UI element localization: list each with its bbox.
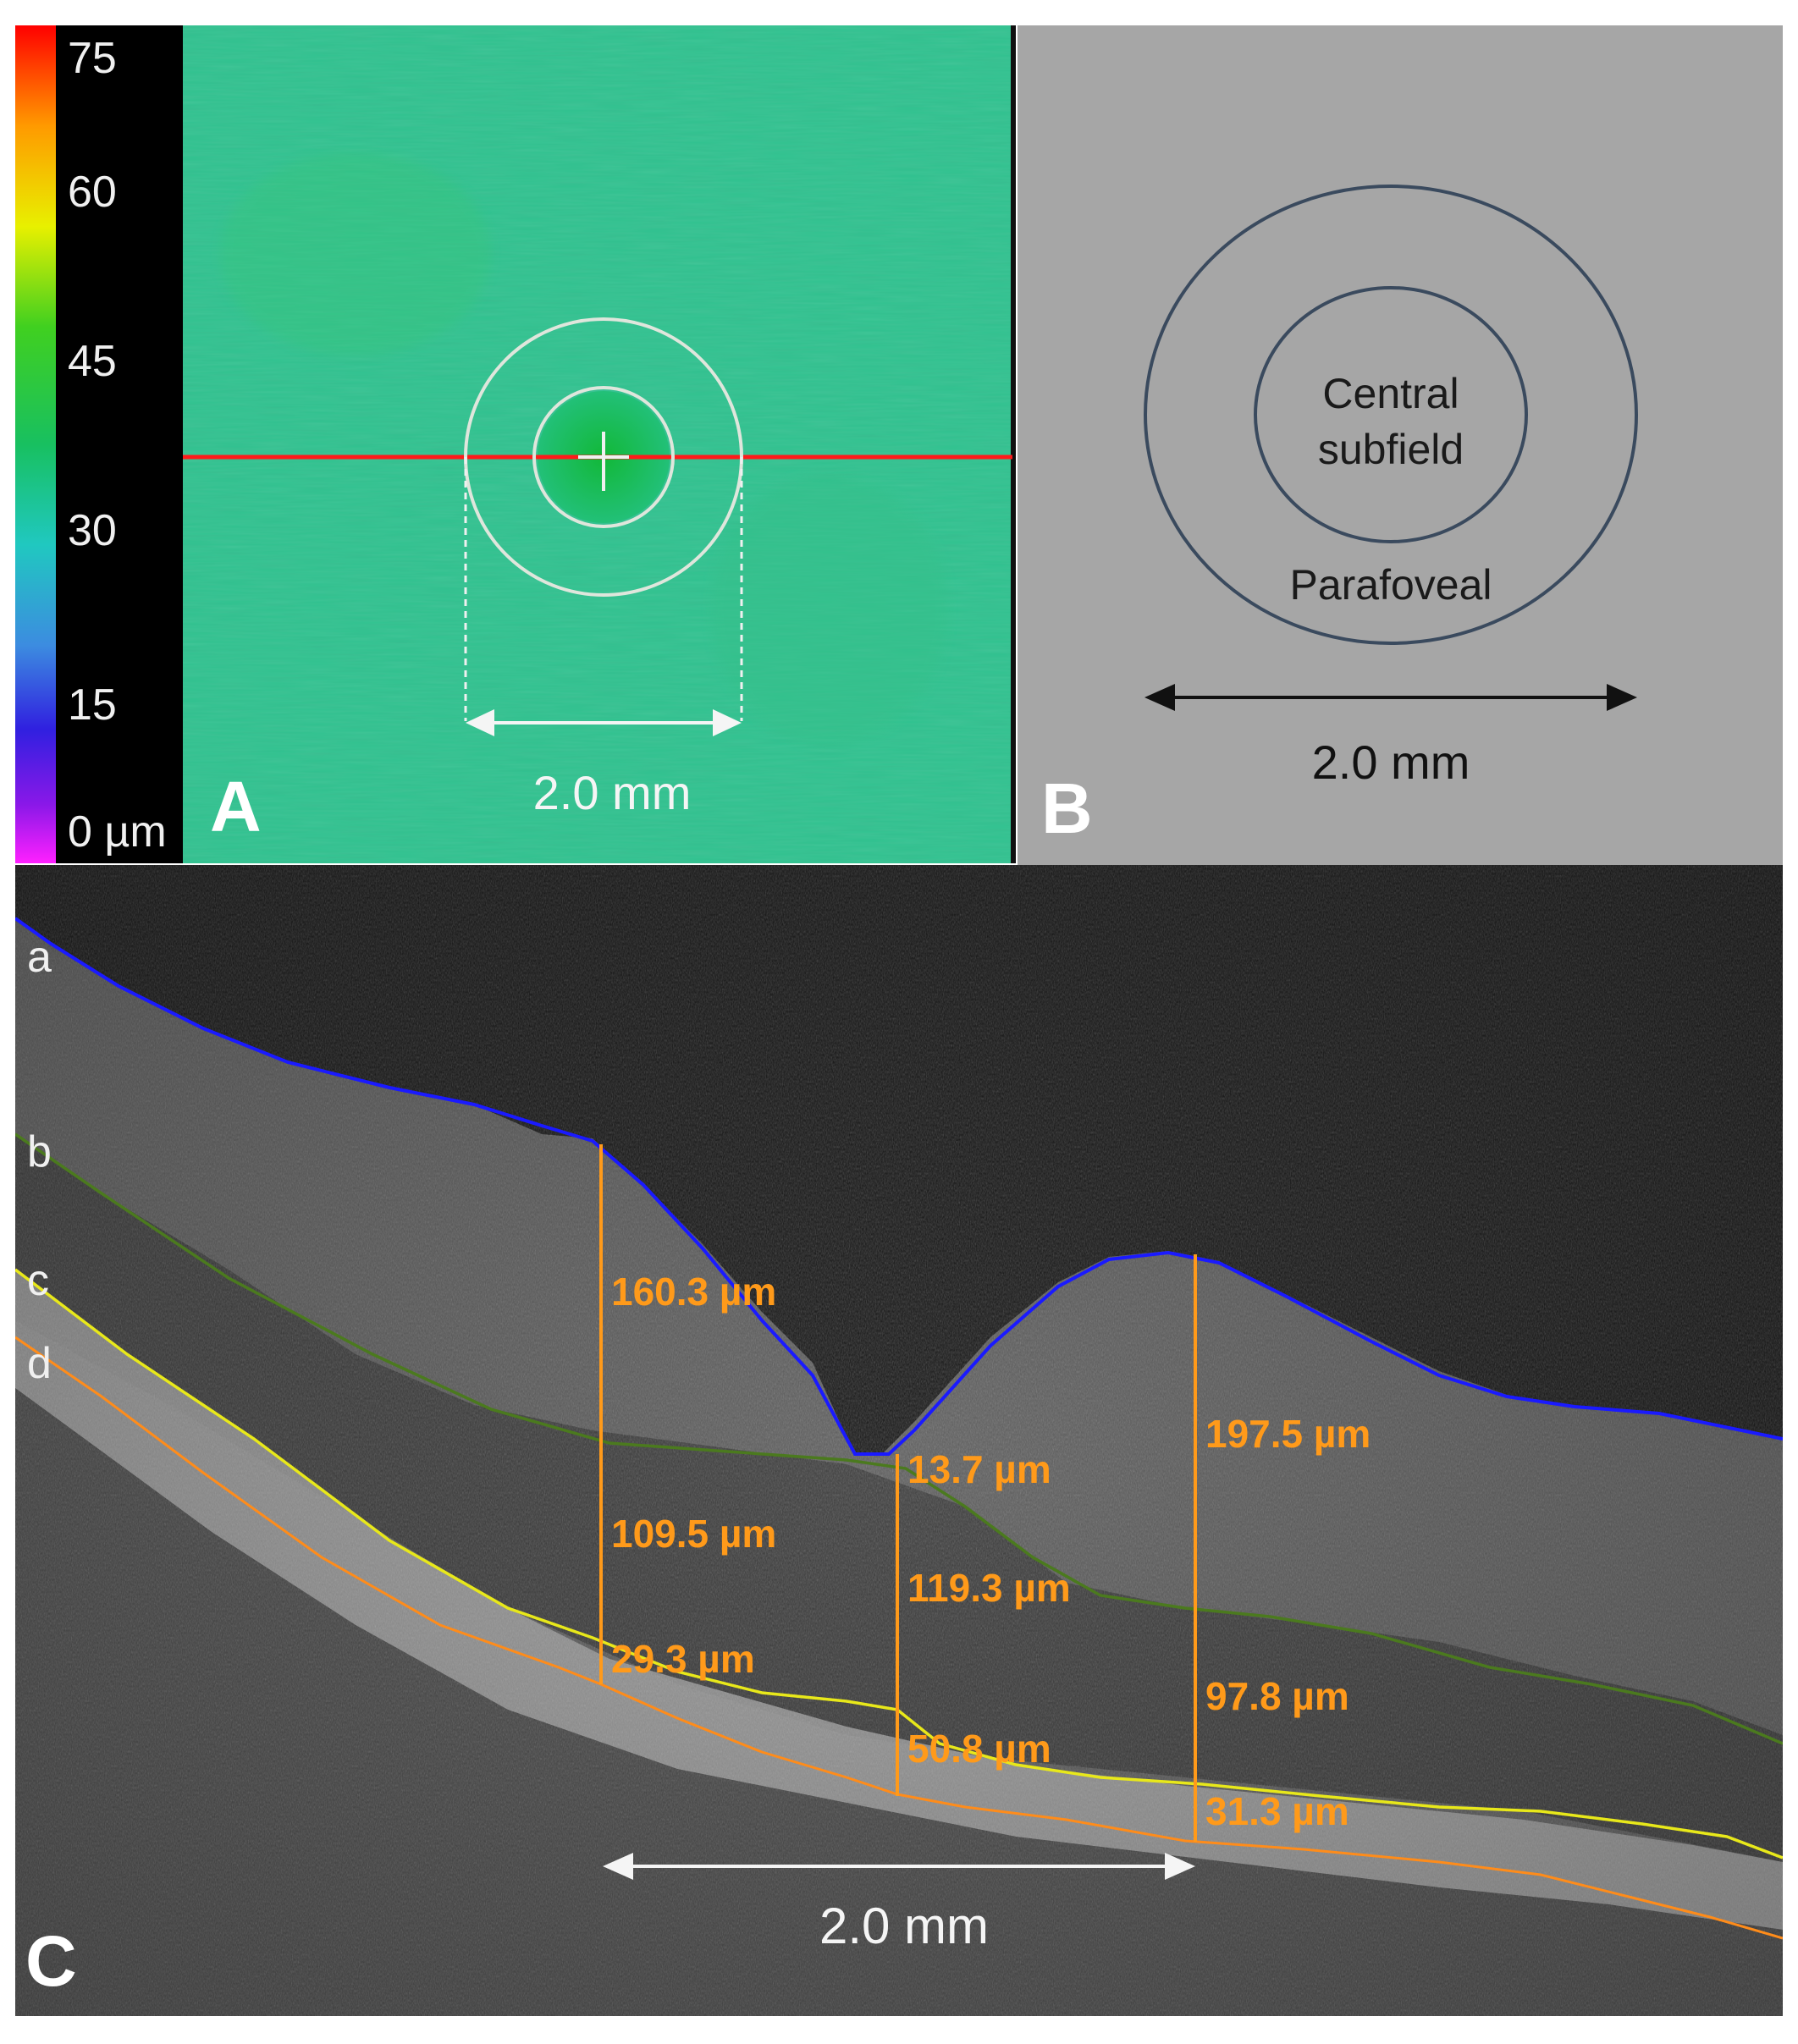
thickness-map-mottle <box>220 152 491 355</box>
arrowhead-right-icon <box>713 709 742 736</box>
parafoveal-ring <box>1144 185 1638 645</box>
colorbar-tick-45: 45 <box>68 337 117 386</box>
measurement-label: 97.8 µm <box>1205 1674 1349 1718</box>
layer-line-a <box>15 917 1783 1456</box>
scale-label-c: 2.0 mm <box>819 1898 989 1954</box>
measurement-label: 50.8 µm <box>907 1727 1051 1771</box>
scale-label-b: 2.0 mm <box>1312 736 1470 789</box>
colorbar-gradient <box>15 25 56 863</box>
layer-line-c <box>15 1268 1783 1859</box>
central-subfield-label: Central <box>1322 370 1459 417</box>
arrowhead-right-icon <box>1607 684 1637 711</box>
colorbar-tick-15: 15 <box>68 680 117 730</box>
arrowhead-right-icon <box>1165 1853 1195 1880</box>
measurement-label: 197.5 µm <box>1205 1412 1371 1456</box>
panel-letter-c: C <box>25 1921 77 2001</box>
central-subfield-ring <box>1254 286 1528 543</box>
arrowhead-left-icon <box>466 709 494 736</box>
panel-letter-b: B <box>1041 769 1093 848</box>
panel-letter-a: A <box>210 767 262 846</box>
measurement-label: 31.3 µm <box>1205 1789 1349 1833</box>
panel-b: Central subfield Parafoveal 2.0 mm B <box>1018 25 1783 865</box>
thickness-map-mottle <box>711 474 948 745</box>
colorbar-tick-30: 30 <box>68 506 117 555</box>
panel-c: 160.3 µm 109.5 µm 29.3 µm 13.7 µm 119.3 … <box>15 865 1783 2016</box>
layer-label-d: d <box>27 1339 52 1388</box>
arrowhead-left-icon <box>603 1853 633 1880</box>
measurement-label: 13.7 µm <box>907 1447 1051 1491</box>
arrowhead-left-icon <box>1144 684 1175 711</box>
colorbar-tick-75: 75 <box>68 34 117 83</box>
layer-label-c: c <box>27 1256 49 1305</box>
central-subfield-label: subfield <box>1318 426 1464 473</box>
measurement-label: 29.3 µm <box>611 1637 755 1681</box>
inner-ring-a <box>532 386 675 528</box>
colorbar-tick-0: 0 µm <box>68 807 167 857</box>
measurement-label: 119.3 µm <box>907 1566 1071 1610</box>
panel-a: 75 60 45 30 15 0 µm 2.0 mm A <box>15 25 1016 863</box>
measurement-label: 160.3 µm <box>611 1270 776 1314</box>
scale-label-a: 2.0 mm <box>533 766 692 819</box>
colorbar-tick-60: 60 <box>68 168 117 217</box>
measurement-label: 109.5 µm <box>611 1512 776 1556</box>
panel-b-background <box>1018 25 1783 865</box>
layer-line-b <box>15 1132 1783 1745</box>
layer-label-b: b <box>27 1127 52 1176</box>
parafoveal-label: Parafoveal <box>1289 561 1492 609</box>
layer-label-a: a <box>27 933 52 982</box>
layer-line-d <box>15 1336 1783 1940</box>
map-right-edge <box>1011 25 1016 863</box>
oct-vignette <box>15 865 1783 2016</box>
